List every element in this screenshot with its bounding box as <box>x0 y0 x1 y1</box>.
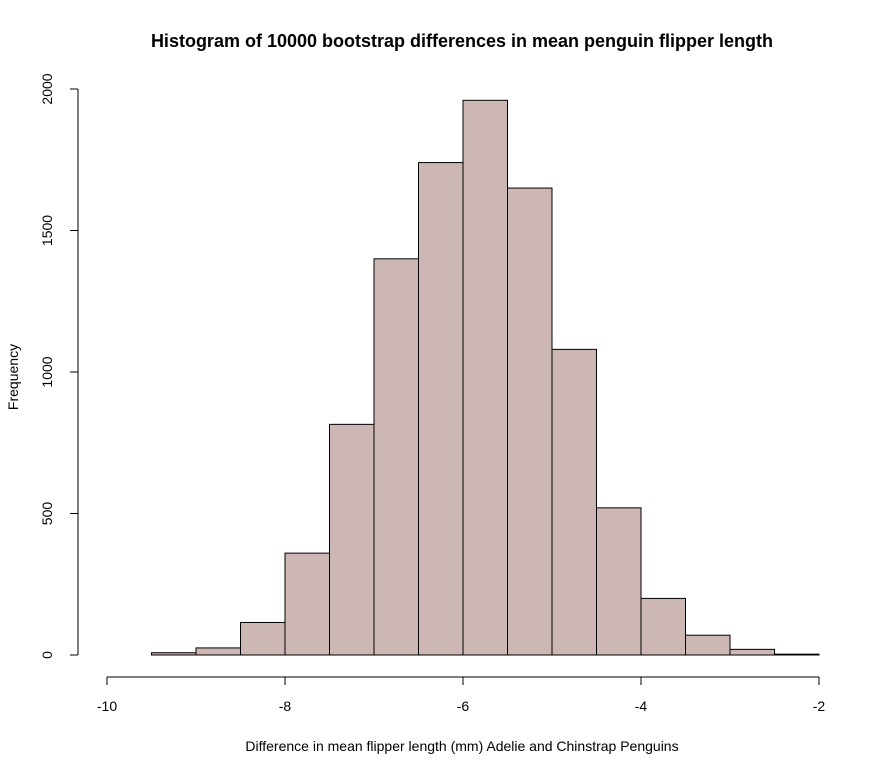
y-tick-label: 1500 <box>39 215 55 246</box>
histogram-bar <box>551 348 597 656</box>
histogram-bar <box>685 634 731 656</box>
histogram-bar <box>774 653 820 656</box>
x-tick-label: -8 <box>279 698 292 714</box>
histogram-bar <box>373 258 419 656</box>
chart-title: Histogram of 10000 bootstrap differences… <box>151 31 773 51</box>
histogram-bar <box>596 507 642 656</box>
histogram-bar <box>418 162 464 656</box>
histogram-bar <box>729 648 775 656</box>
histogram-bar <box>151 652 197 656</box>
histogram-bar <box>640 597 686 656</box>
y-tick-label: 0 <box>39 651 55 659</box>
y-tick-label: 500 <box>39 502 55 526</box>
histogram-bar <box>240 621 286 656</box>
histogram-bar <box>507 187 553 656</box>
x-axis-label: Difference in mean flipper length (mm) A… <box>245 738 678 754</box>
y-axis-label: Frequency <box>5 344 21 410</box>
x-tick-label: -10 <box>97 698 117 714</box>
y-axis: 0 500 1000 1500 2000 <box>39 73 79 659</box>
histogram-bar <box>462 99 508 656</box>
x-tick-label: -4 <box>635 698 648 714</box>
histogram-bar <box>329 423 375 656</box>
bars-group <box>151 99 820 656</box>
x-axis: -10 -8 -6 -4 -2 <box>97 676 826 714</box>
x-tick-label: -2 <box>813 698 826 714</box>
histogram-bar <box>195 647 241 656</box>
y-tick-label: 2000 <box>39 73 55 104</box>
histogram-bar <box>284 552 330 656</box>
y-tick-label: 1000 <box>39 356 55 387</box>
x-tick-label: -6 <box>457 698 470 714</box>
